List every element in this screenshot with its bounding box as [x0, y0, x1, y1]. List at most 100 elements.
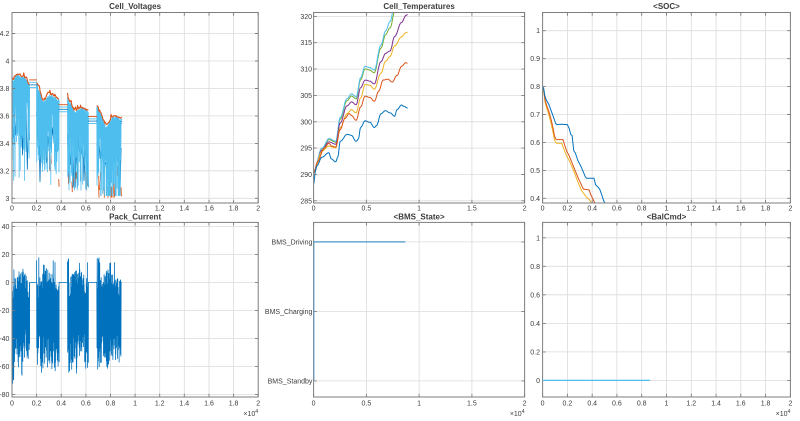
svg-text:0.2: 0.2 [32, 401, 42, 408]
svg-text:0.5: 0.5 [362, 205, 372, 212]
svg-text:1: 1 [417, 205, 421, 212]
svg-text:0.4: 0.4 [530, 321, 540, 328]
svg-text:3.8: 3.8 [0, 86, 10, 93]
svg-text:0.6: 0.6 [612, 401, 622, 408]
svg-text:0.2: 0.2 [563, 401, 573, 408]
svg-text:1.6: 1.6 [736, 401, 746, 408]
svg-text:×104: ×104 [510, 409, 525, 418]
svg-text:295: 295 [300, 146, 312, 153]
svg-text:<BMS_State>: <BMS_State> [394, 212, 445, 221]
svg-text:20: 20 [2, 252, 10, 259]
svg-text:0.4: 0.4 [587, 205, 597, 212]
svg-text:0.8: 0.8 [530, 84, 540, 91]
svg-text:0.6: 0.6 [612, 205, 622, 212]
svg-text:0: 0 [312, 401, 316, 408]
svg-text:305: 305 [300, 93, 312, 100]
svg-text:310: 310 [300, 67, 312, 74]
svg-text:2: 2 [256, 205, 260, 212]
svg-text:1.6: 1.6 [204, 401, 214, 408]
svg-text:0.7: 0.7 [530, 112, 540, 119]
svg-text:1.5: 1.5 [467, 401, 477, 408]
svg-text:1.4: 1.4 [179, 205, 189, 212]
svg-text:0.5: 0.5 [362, 401, 372, 408]
svg-text:<SOC>: <SOC> [653, 2, 680, 11]
svg-text:1.2: 1.2 [155, 401, 165, 408]
svg-text:1.8: 1.8 [229, 205, 239, 212]
svg-text:BMS_Charging: BMS_Charging [265, 309, 313, 316]
svg-text:×104: ×104 [243, 409, 258, 418]
svg-text:2: 2 [788, 401, 792, 408]
svg-text:1: 1 [665, 401, 669, 408]
svg-text:2: 2 [523, 401, 527, 408]
svg-text:3.6: 3.6 [0, 113, 10, 120]
svg-text:1.4: 1.4 [711, 401, 721, 408]
svg-text:1.5: 1.5 [467, 205, 477, 212]
svg-text:Pack_Current: Pack_Current [109, 212, 161, 221]
svg-text:320: 320 [300, 14, 312, 21]
svg-text:285: 285 [300, 198, 312, 205]
svg-text:0: 0 [541, 205, 545, 212]
svg-text:1: 1 [133, 205, 137, 212]
svg-text:1.6: 1.6 [204, 205, 214, 212]
svg-text:1: 1 [536, 28, 540, 35]
svg-text:0.4: 0.4 [530, 196, 540, 203]
svg-text:0.4: 0.4 [56, 401, 66, 408]
svg-text:1.8: 1.8 [761, 401, 771, 408]
svg-text:0: 0 [10, 205, 14, 212]
svg-text:3.2: 3.2 [0, 168, 10, 175]
svg-text:0.6: 0.6 [530, 140, 540, 147]
svg-text:1.2: 1.2 [686, 401, 696, 408]
svg-text:4: 4 [5, 59, 9, 66]
svg-text:2: 2 [256, 401, 260, 408]
svg-text:315: 315 [300, 40, 312, 47]
svg-text:0: 0 [541, 401, 545, 408]
svg-text:0: 0 [10, 401, 14, 408]
svg-text:-20: -20 [0, 308, 9, 315]
svg-text:3: 3 [5, 196, 9, 203]
svg-text:0.9: 0.9 [530, 56, 540, 63]
svg-text:-80: -80 [0, 392, 9, 399]
svg-text:0.2: 0.2 [530, 349, 540, 356]
svg-text:-60: -60 [0, 364, 9, 371]
svg-text:1: 1 [417, 401, 421, 408]
svg-text:2: 2 [788, 205, 792, 212]
svg-text:1.8: 1.8 [229, 401, 239, 408]
svg-text:0.8: 0.8 [637, 205, 647, 212]
svg-text:300: 300 [300, 119, 312, 126]
svg-text:1: 1 [133, 401, 137, 408]
svg-text:0.8: 0.8 [637, 401, 647, 408]
svg-text:40: 40 [2, 224, 10, 231]
svg-text:3.4: 3.4 [0, 141, 10, 148]
svg-text:290: 290 [300, 172, 312, 179]
svg-text:Cell_Voltages: Cell_Voltages [109, 2, 161, 11]
svg-text:0.5: 0.5 [530, 168, 540, 175]
svg-text:BMS_Standby: BMS_Standby [268, 378, 313, 385]
svg-text:1: 1 [665, 205, 669, 212]
svg-text:<BalCmd>: <BalCmd> [647, 212, 687, 221]
svg-text:1.4: 1.4 [711, 205, 721, 212]
svg-text:0: 0 [312, 205, 316, 212]
svg-text:1: 1 [536, 235, 540, 242]
svg-text:0.8: 0.8 [530, 264, 540, 271]
svg-text:0.4: 0.4 [56, 205, 66, 212]
svg-text:1.8: 1.8 [761, 205, 771, 212]
svg-text:0.2: 0.2 [32, 205, 42, 212]
svg-text:0: 0 [536, 378, 540, 385]
svg-text:0.2: 0.2 [563, 205, 573, 212]
svg-text:1.4: 1.4 [179, 401, 189, 408]
svg-text:×104: ×104 [776, 409, 791, 418]
svg-text:1.2: 1.2 [686, 205, 696, 212]
svg-text:0.6: 0.6 [81, 401, 91, 408]
svg-text:Cell_Temperatures: Cell_Temperatures [383, 2, 455, 11]
svg-text:0.6: 0.6 [81, 205, 91, 212]
svg-text:0.8: 0.8 [106, 401, 116, 408]
svg-text:-40: -40 [0, 336, 9, 343]
svg-text:0.6: 0.6 [530, 292, 540, 299]
svg-text:BMS_Driving: BMS_Driving [272, 239, 313, 246]
svg-text:0: 0 [5, 280, 9, 287]
svg-text:0.4: 0.4 [587, 401, 597, 408]
svg-text:4.2: 4.2 [0, 31, 10, 38]
svg-text:0.8: 0.8 [106, 205, 116, 212]
svg-text:1.6: 1.6 [736, 205, 746, 212]
svg-text:1.2: 1.2 [155, 205, 165, 212]
